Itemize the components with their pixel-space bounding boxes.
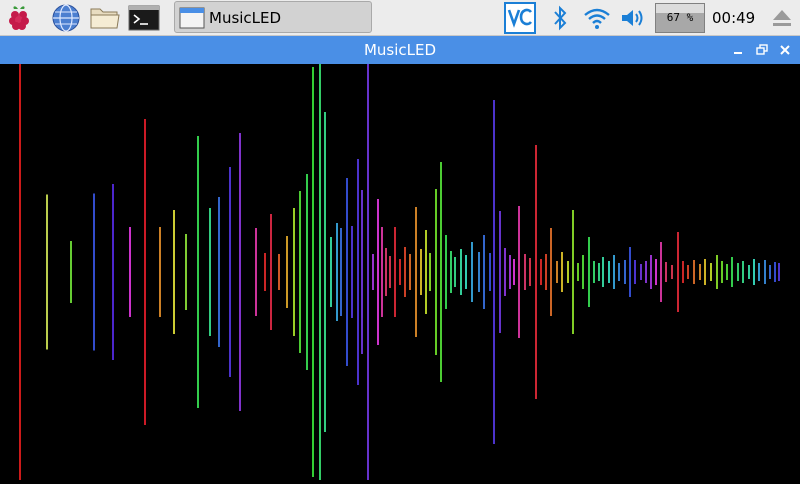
window-titlebar[interactable]: MusicLED — [0, 36, 800, 64]
bluetooth-tray-button[interactable] — [547, 0, 573, 36]
eject-tray-button[interactable] — [768, 0, 796, 36]
wifi-tray-button[interactable] — [582, 0, 612, 36]
cpu-percent-label: 67 % — [666, 11, 694, 24]
terminal-icon — [128, 5, 160, 31]
web-browser-button[interactable] — [50, 2, 82, 34]
taskbar-task-musicled[interactable]: MusicLED — [174, 1, 372, 33]
close-button[interactable] — [776, 41, 794, 59]
taskbar: MusicLED 67 % 00:49 — [0, 0, 800, 36]
clock[interactable]: 00:49 — [712, 9, 756, 27]
restore-icon — [756, 44, 768, 55]
close-icon — [780, 45, 790, 55]
window-title: MusicLED — [363, 41, 437, 59]
cpu-monitor[interactable]: 67 % — [655, 3, 705, 33]
folder-icon — [90, 8, 120, 29]
bluetooth-icon — [554, 5, 567, 31]
cpu-usage-fill — [656, 13, 704, 32]
audio-visualizer — [19, 64, 780, 480]
globe-icon — [52, 4, 80, 32]
wifi-icon — [584, 8, 610, 29]
vnc-icon — [504, 2, 536, 34]
file-manager-button[interactable] — [89, 2, 121, 34]
volume-tray-button[interactable] — [619, 0, 649, 36]
minimize-icon — [734, 52, 742, 54]
visualizer-canvas — [0, 64, 800, 480]
raspberry-logo-icon — [9, 6, 29, 30]
minimize-button[interactable] — [729, 41, 747, 59]
maximize-button[interactable] — [753, 41, 771, 59]
speaker-icon — [622, 10, 643, 26]
eject-icon — [773, 10, 791, 26]
window-icon — [179, 7, 205, 29]
raspberry-menu-button[interactable] — [3, 2, 35, 34]
task-label: MusicLED — [209, 9, 282, 27]
vnc-tray-button[interactable] — [503, 0, 537, 36]
terminal-button[interactable] — [128, 2, 160, 34]
